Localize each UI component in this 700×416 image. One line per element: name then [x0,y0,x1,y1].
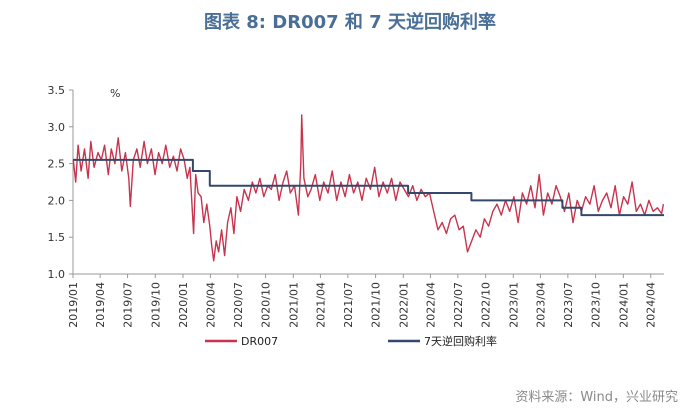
x-tick-label: 2020/07 [232,282,245,328]
x-tick-label: 2020/01 [177,282,190,328]
y-tick-label: 1.0 [48,268,66,281]
y-tick-label: 2.5 [48,158,66,171]
dr007-series-line [72,114,665,262]
x-tick-label: 2019/10 [149,282,162,328]
x-tick-label: 2023/01 [507,282,520,328]
y-tick-label: 2.0 [48,194,66,207]
plot-area [72,114,665,262]
x-tick-label: 2023/04 [534,282,547,328]
chart-title: 图表 8: DR007 和 7 天逆回购利率 [204,12,496,33]
x-tick-label: 2022/10 [480,282,493,328]
x-tick-label: 2023/07 [562,282,575,328]
reverse-repo-series-line [73,158,664,217]
x-tick-label: 2019/07 [122,282,135,328]
y-axis: 1.0 1.5 2.0 2.5 3.0 3.5 [48,84,74,281]
line-chart: 1.0 1.5 2.0 2.5 3.0 3.5 2019/01 2019/04 2019/07… [48,84,665,348]
x-tick-label: 2021/10 [370,282,383,328]
x-tick-label: 2020/04 [204,282,217,328]
x-tick-label: 2019/04 [94,282,107,328]
y-axis-unit-label: % [110,87,120,100]
x-tick-label: 2021/07 [342,282,355,328]
legend-label: DR007 [241,335,278,348]
x-tick-label: 2020/10 [260,282,273,328]
y-tick-label: 3.0 [48,121,66,134]
x-tick-label: 2021/01 [287,282,300,328]
legend-label: 7天逆回购利率 [424,334,497,348]
x-tick-label: 2019/01 [67,282,80,328]
legend: DR007 7天逆回购利率 [205,334,497,348]
x-tick-label: 2022/04 [424,282,437,328]
x-tick-label: 2024/01 [617,282,630,328]
x-tick-label: 2021/04 [314,282,327,328]
source-note: 资料来源：Wind，兴业研究 [515,390,678,405]
x-axis: 2019/01 2019/04 2019/07 2019/10 2020/01 2020/… [67,273,664,328]
y-tick-label: 3.5 [48,84,66,97]
x-tick-label: 2023/10 [590,282,603,328]
x-tick-label: 2022/07 [452,282,465,328]
x-tick-label: 2024/04 [645,282,658,328]
x-tick-label: 2022/01 [397,282,410,328]
y-tick-label: 1.5 [48,231,66,244]
